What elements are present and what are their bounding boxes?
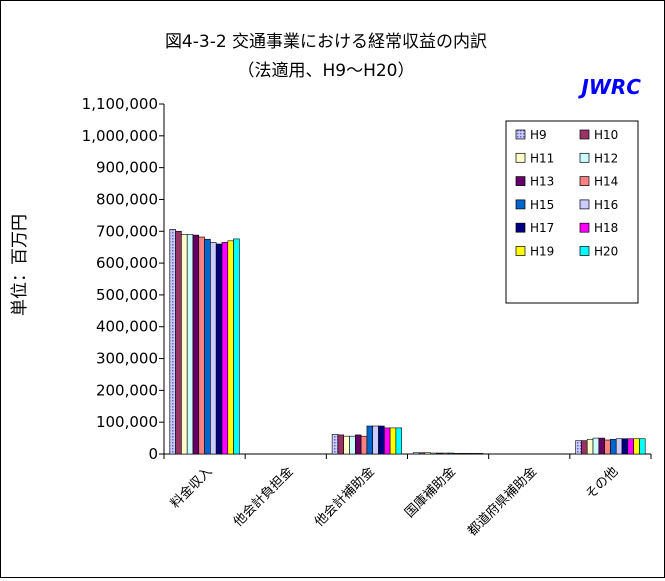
legend-label: H13: [530, 175, 554, 189]
bar-H19-0: [227, 240, 234, 455]
legend-swatch: [579, 246, 590, 256]
legend-label: H18: [594, 221, 618, 235]
legend-swatch: [579, 222, 590, 233]
bar-H12-5: [592, 437, 600, 455]
bar-H19-3: [470, 453, 478, 455]
bar-H13-5: [598, 437, 605, 455]
legend-label: H9: [530, 128, 547, 142]
bar-H16-0: [210, 242, 217, 455]
bar-H15-3: [447, 452, 455, 455]
legend-swatch: [579, 129, 590, 140]
bar-H17-0: [215, 243, 223, 455]
bar-H15-2: [366, 425, 374, 455]
legend-swatch: [515, 222, 526, 233]
bar-H17-3: [459, 453, 466, 455]
x-tick-label: 他会計負担金: [230, 464, 296, 530]
bar-H13-0: [192, 234, 200, 455]
legend-swatch: [579, 176, 590, 186]
bar-H9-3: [412, 452, 420, 455]
legend-swatch: [515, 199, 526, 210]
x-tick-label: 都道府県補助金: [464, 464, 540, 540]
y-tick-label: 500,000: [96, 286, 158, 304]
legend-box: [505, 120, 639, 304]
bar-H13-3: [436, 452, 443, 455]
bar-H14-5: [604, 439, 611, 455]
bar-H19-2: [389, 427, 397, 455]
y-tick-label: 1,100,000: [82, 95, 158, 113]
legend-label: H14: [594, 175, 618, 189]
bar-H20-5: [639, 438, 646, 455]
y-tick-label: 100,000: [96, 413, 158, 431]
y-tick-label: 200,000: [96, 381, 158, 399]
bar-H12-0: [186, 234, 194, 455]
y-tick-label: 400,000: [96, 318, 158, 336]
bar-H17-2: [378, 425, 385, 455]
legend-swatch: [515, 246, 526, 256]
bar-H18-3: [465, 453, 472, 455]
x-tick-label: 料金収入: [167, 464, 215, 512]
legend-label: H17: [530, 221, 554, 235]
x-tick-label: 国庫補助金: [402, 464, 459, 521]
bar-H11-3: [424, 452, 431, 455]
legend-label: H15: [530, 198, 554, 212]
legend-swatch: [515, 176, 526, 186]
legend-swatch: [579, 199, 590, 210]
legend-label: H20: [594, 245, 618, 259]
y-tick-label: 800,000: [96, 190, 158, 208]
bar-H9-2: [331, 433, 339, 455]
legend-label: H12: [594, 151, 618, 165]
bar-H17-5: [621, 438, 629, 455]
legend-label: H19: [530, 245, 554, 259]
bar-H19-5: [633, 438, 640, 455]
bar-H13-2: [355, 434, 362, 455]
bar-H11-0: [181, 234, 188, 455]
bar-H9-5: [575, 440, 582, 455]
bar-H11-5: [586, 439, 594, 455]
x-tick-label: その他: [583, 464, 621, 502]
bar-H11-2: [343, 435, 350, 455]
bar-H12-3: [430, 452, 437, 455]
y-tick-label: 300,000: [96, 350, 158, 368]
bar-H12-2: [349, 435, 356, 455]
bar-H10-2: [337, 434, 345, 455]
bar-H15-0: [204, 238, 211, 455]
legend-swatch: [515, 129, 526, 140]
bar-H10-5: [581, 440, 588, 455]
bar-H10-3: [418, 452, 426, 455]
bar-H14-2: [360, 435, 368, 455]
bar-H18-2: [384, 427, 391, 455]
y-tick-label: 600,000: [96, 254, 158, 272]
bar-H20-2: [395, 427, 403, 455]
brand-logo: JWRC: [577, 75, 641, 99]
y-tick-label: 900,000: [96, 159, 158, 177]
bar-H14-3: [441, 452, 449, 455]
chart-subtitle: （法適用、H9～H20）: [237, 61, 414, 81]
bar-H16-3: [453, 453, 460, 455]
legend-label: H16: [594, 198, 618, 212]
y-tick-label: 700,000: [96, 222, 158, 240]
bar-H10-0: [175, 230, 182, 455]
bar-H18-0: [221, 242, 229, 455]
bar-H16-2: [372, 425, 379, 455]
bar-H15-5: [610, 439, 617, 455]
legend-label: H11: [530, 151, 554, 165]
bar-H14-0: [198, 236, 205, 455]
legend: H9 H10 H11 H12 H13 H14 H15 H16 H17 H18 H19 H20: [505, 120, 639, 304]
bar-H20-0: [233, 238, 240, 455]
y-axis-label: 単位：百万円: [10, 214, 30, 316]
legend-swatch: [579, 152, 590, 163]
bar-H20-3: [476, 453, 484, 455]
chart-title: 図4-3-2 交通事業における経常収益の内訳: [165, 32, 487, 52]
y-tick-label: 0: [148, 445, 158, 463]
bar-H16-5: [615, 438, 623, 455]
y-tick-label: 1,000,000: [82, 127, 158, 145]
x-tick-label: 他会計補助金: [311, 464, 377, 530]
legend-label: H10: [594, 128, 618, 142]
legend-swatch: [515, 152, 526, 163]
bar-H18-5: [627, 438, 634, 455]
bar-H9-0: [169, 229, 176, 455]
